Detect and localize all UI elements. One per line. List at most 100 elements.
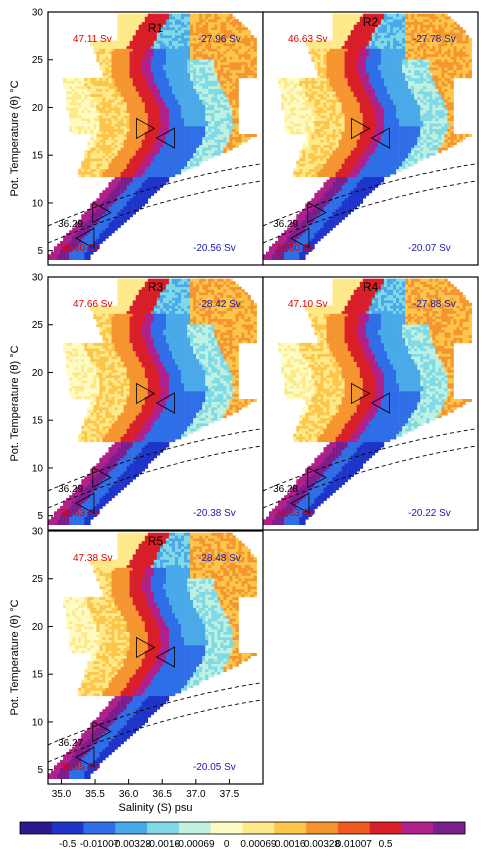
- heatmap-cell: [323, 131, 327, 135]
- heatmap-cell: [223, 40, 227, 44]
- heatmap-cell: [335, 168, 339, 172]
- heatmap-cell: [141, 192, 145, 196]
- heatmap-cell: [332, 158, 336, 162]
- heatmap-cell: [266, 257, 270, 260]
- heatmap-cell: [335, 184, 339, 188]
- heatmap-cell: [108, 152, 112, 156]
- heatmap-cell: [344, 126, 348, 129]
- heatmap-cell: [117, 195, 121, 199]
- heatmap-cell: [153, 163, 158, 167]
- heatmap-cell: [84, 126, 88, 129]
- heatmap-cell: [144, 104, 149, 108]
- heatmap-cell: [193, 139, 197, 143]
- heatmap-cell: [320, 139, 324, 143]
- heatmap-cell: [72, 131, 76, 135]
- heatmap-cell: [305, 128, 309, 132]
- heatmap-cell: [102, 120, 106, 124]
- heatmap-cell: [81, 216, 85, 220]
- heatmap-cell: [335, 171, 339, 175]
- heatmap-cell: [117, 158, 121, 162]
- heatmap-cell: [111, 88, 115, 92]
- heatmap-cell: [199, 27, 203, 31]
- heatmap-cell: [429, 142, 433, 145]
- heatmap-cell: [172, 126, 176, 129]
- heatmap-cell: [144, 134, 149, 137]
- heatmap-cell: [196, 104, 200, 108]
- heatmap-cell: [396, 168, 400, 172]
- triangle-marker-cold-in: [92, 201, 112, 224]
- heatmap-cell: [326, 136, 330, 140]
- heatmap-cell: [235, 43, 239, 47]
- heatmap-cell: [165, 158, 170, 162]
- heatmap-cell: [311, 171, 315, 175]
- heatmap-cell: [380, 160, 385, 164]
- heatmap-cell: [144, 101, 149, 105]
- heatmap-cell: [147, 166, 152, 170]
- heatmap-cell: [156, 61, 161, 65]
- heatmap-cell: [235, 93, 239, 97]
- heatmap-cell: [353, 176, 357, 180]
- heatmap-cell: [132, 110, 136, 113]
- heatmap-cell: [129, 69, 133, 73]
- heatmap-cell: [138, 110, 142, 113]
- heatmap-cell: [205, 45, 209, 49]
- heatmap-cell: [438, 128, 442, 132]
- heatmap-cell: [117, 182, 121, 186]
- heatmap-cell: [347, 150, 351, 154]
- heatmap-cell: [223, 118, 227, 121]
- heatmap-cell: [132, 166, 136, 170]
- heatmap-cell: [129, 123, 133, 127]
- heatmap-cell: [81, 85, 85, 89]
- heatmap-cell: [108, 187, 112, 191]
- heatmap-cell: [175, 101, 179, 105]
- heatmap-cell: [147, 152, 152, 156]
- heatmap-cell: [217, 91, 221, 95]
- heatmap-cell: [147, 171, 152, 175]
- heatmap-cell: [344, 203, 348, 207]
- heatmap-cell: [96, 155, 100, 159]
- heatmap-cell: [159, 51, 164, 55]
- heatmap-cell: [178, 19, 182, 23]
- heatmap-cell: [244, 40, 248, 44]
- heatmap-cell: [220, 64, 224, 68]
- heatmap-cell: [69, 120, 73, 124]
- heatmap-cell: [108, 91, 112, 95]
- heatmap-cell: [320, 192, 324, 196]
- heatmap-cell: [323, 171, 327, 175]
- heatmap-cell: [111, 206, 115, 210]
- heatmap-cell: [162, 171, 167, 175]
- heatmap-cell: [135, 43, 139, 47]
- heatmap-cell: [168, 64, 173, 68]
- heatmap-cell: [135, 104, 139, 108]
- heatmap-cell: [120, 104, 124, 108]
- heatmap-cell: [229, 59, 233, 63]
- heatmap-cell: [311, 136, 315, 140]
- heatmap-cell: [126, 160, 130, 164]
- heatmap-cell: [235, 61, 239, 65]
- heatmap-cell: [123, 179, 127, 183]
- heatmap-cell: [335, 150, 339, 154]
- heatmap-cell: [172, 99, 176, 103]
- heatmap-cell: [117, 206, 121, 210]
- heatmap-cell: [144, 35, 149, 39]
- heatmap-cell: [441, 144, 445, 148]
- heatmap-cell: [126, 83, 130, 87]
- heatmap-cell: [196, 91, 200, 95]
- heatmap-cell: [156, 83, 161, 87]
- heatmap-cell: [199, 51, 203, 55]
- heatmap-cell: [111, 104, 115, 108]
- heatmap-cell: [84, 83, 88, 87]
- heatmap-cell: [365, 144, 370, 148]
- heatmap-cell: [347, 152, 351, 156]
- heatmap-cell: [178, 72, 182, 76]
- heatmap-cell: [208, 69, 212, 73]
- heatmap-cell: [93, 45, 97, 49]
- heatmap-cell: [117, 211, 121, 215]
- heatmap-cell: [202, 64, 206, 68]
- heatmap-cell: [123, 171, 127, 175]
- heatmap-cell: [238, 136, 242, 140]
- heatmap-cell: [344, 144, 348, 148]
- heatmap-cell: [338, 179, 342, 183]
- heatmap-cell: [90, 77, 94, 81]
- heatmap-cell: [111, 150, 115, 154]
